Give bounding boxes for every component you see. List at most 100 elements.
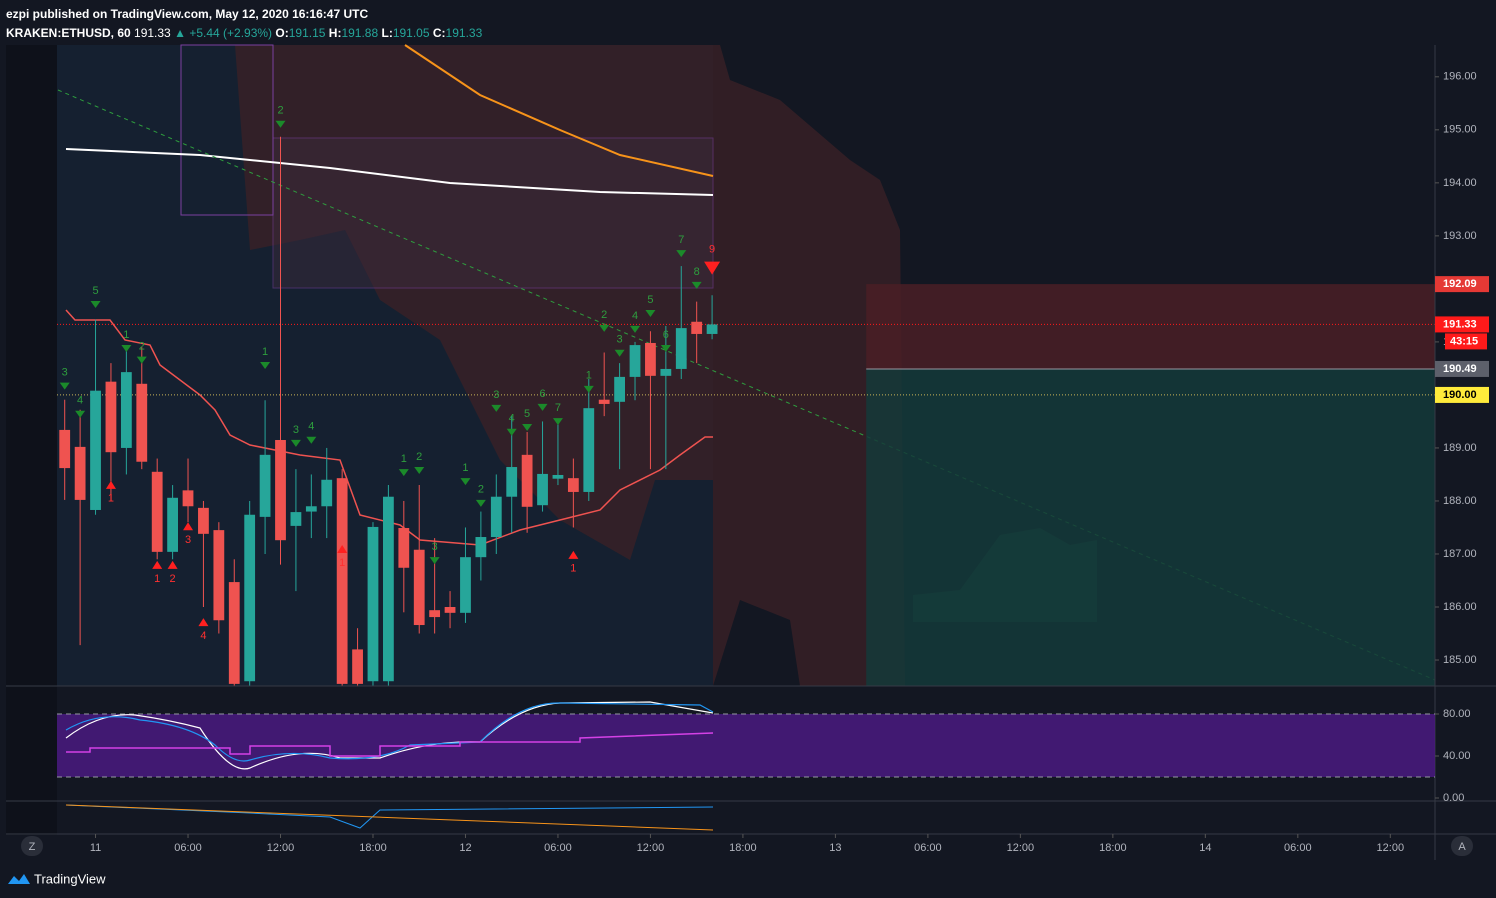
candle-body <box>151 471 163 552</box>
setup-marker <box>136 356 147 364</box>
setup-count: 1 <box>401 453 407 465</box>
value: 191.15 <box>288 26 326 40</box>
position-stop <box>866 284 1435 369</box>
x-tick-label: 12 <box>459 842 471 854</box>
button[interactable] <box>21 836 43 856</box>
button-label[interactable]: A <box>1458 841 1466 853</box>
setup-count: 4 <box>308 421 314 433</box>
setup-marker <box>660 345 671 353</box>
y-tick-label: 189.00 <box>1443 442 1477 454</box>
setup-marker <box>599 324 610 332</box>
price-label: 191.33 <box>1443 318 1477 330</box>
setup-count: 1 <box>108 493 114 505</box>
setup-marker <box>552 418 563 426</box>
header: ezpi published on TradingView.com, May 1… <box>6 5 482 43</box>
setup-count: 2 <box>277 105 283 117</box>
candle-body <box>305 506 317 512</box>
setup-marker <box>306 436 317 444</box>
setup-count: 3 <box>493 389 499 401</box>
setup-count: 1 <box>586 370 592 382</box>
setup-marker <box>167 560 178 569</box>
button-label[interactable]: Z <box>29 841 36 853</box>
candle-body <box>598 399 610 404</box>
brand: TradingView <box>34 871 106 886</box>
setup-count: 2 <box>601 309 607 321</box>
moving-average-orange <box>404 44 714 177</box>
setup-count: 2 <box>478 484 484 496</box>
value: 191.05 <box>392 26 430 40</box>
button[interactable] <box>1451 836 1473 856</box>
x-tick-label: 06:00 <box>1284 842 1312 854</box>
x-tick-label: 18:00 <box>729 842 757 854</box>
setup-marker <box>152 560 163 569</box>
box-outline <box>180 44 274 216</box>
candle-body <box>629 345 641 377</box>
left-toolbar <box>6 45 57 835</box>
candle-body <box>59 429 71 469</box>
indicator-line <box>66 732 714 757</box>
x-tick-label: 11 <box>90 842 101 854</box>
setup-marker <box>183 522 194 531</box>
price-label: 190.49 <box>1443 363 1477 375</box>
candle-body <box>567 478 579 492</box>
oscillator-line <box>65 804 714 831</box>
setup-marker <box>290 439 301 447</box>
setup-count: 3 <box>62 367 68 379</box>
candle-body <box>182 490 194 507</box>
oscillator-panel <box>57 802 1435 832</box>
countdown-bg <box>1445 333 1487 350</box>
setup-marker <box>429 557 440 565</box>
setup-marker <box>121 345 132 353</box>
candle-body <box>198 507 209 534</box>
x-tick-label: 18:00 <box>1099 842 1127 854</box>
y-tick-label: 188.00 <box>1443 495 1477 507</box>
setup-count: 2 <box>416 451 422 463</box>
countdown: 43:15 <box>1450 335 1478 347</box>
position-target <box>866 368 1435 686</box>
price-label: 192.09 <box>1443 278 1477 290</box>
x-tick-label: 12:00 <box>637 842 665 854</box>
x-tick-label: 06:00 <box>544 842 572 854</box>
label: H: <box>328 26 342 40</box>
x-tick-label: 12:00 <box>1007 842 1035 854</box>
x-tick-label: 06:00 <box>914 842 942 854</box>
setup-count: 9 <box>709 244 715 256</box>
candle-body <box>244 514 256 682</box>
setup-count: 6 <box>539 388 545 400</box>
setup-count: 6 <box>663 329 669 341</box>
setup-marker <box>59 382 70 390</box>
setup-count: 5 <box>524 408 530 420</box>
setup-marker <box>645 310 656 318</box>
setup-count: 4 <box>509 413 515 425</box>
candle-body <box>336 478 348 684</box>
setup-marker <box>105 480 116 489</box>
x-tick-label: 14 <box>1199 842 1211 854</box>
candle-body <box>429 610 441 618</box>
setup-marker <box>260 361 271 369</box>
candle-body <box>290 512 302 526</box>
setup-marker <box>491 404 502 412</box>
indicator-line <box>65 702 714 762</box>
candle-body <box>367 526 379 682</box>
price-label: 190.00 <box>1443 389 1477 401</box>
value: 191.88 <box>341 26 379 40</box>
candle-body <box>552 474 564 479</box>
label: L: <box>381 26 393 40</box>
candle-body <box>167 497 178 552</box>
candle-body <box>383 496 394 682</box>
price-label-bg <box>1435 360 1489 377</box>
stop-line <box>65 309 713 546</box>
candle-body <box>74 446 86 500</box>
setup-count: 7 <box>555 402 561 414</box>
setup-count: 1 <box>262 346 268 358</box>
setup-marker <box>630 325 641 333</box>
candle-body <box>460 557 471 613</box>
label: C: <box>432 26 446 40</box>
x-tick-label: 13 <box>829 842 841 854</box>
setup-count: 5 <box>647 294 653 306</box>
candle-body <box>228 582 240 684</box>
setup-count: 3 <box>432 541 438 553</box>
y-tick-label: 194.00 <box>1443 177 1477 189</box>
last: 191.33 <box>134 26 171 40</box>
